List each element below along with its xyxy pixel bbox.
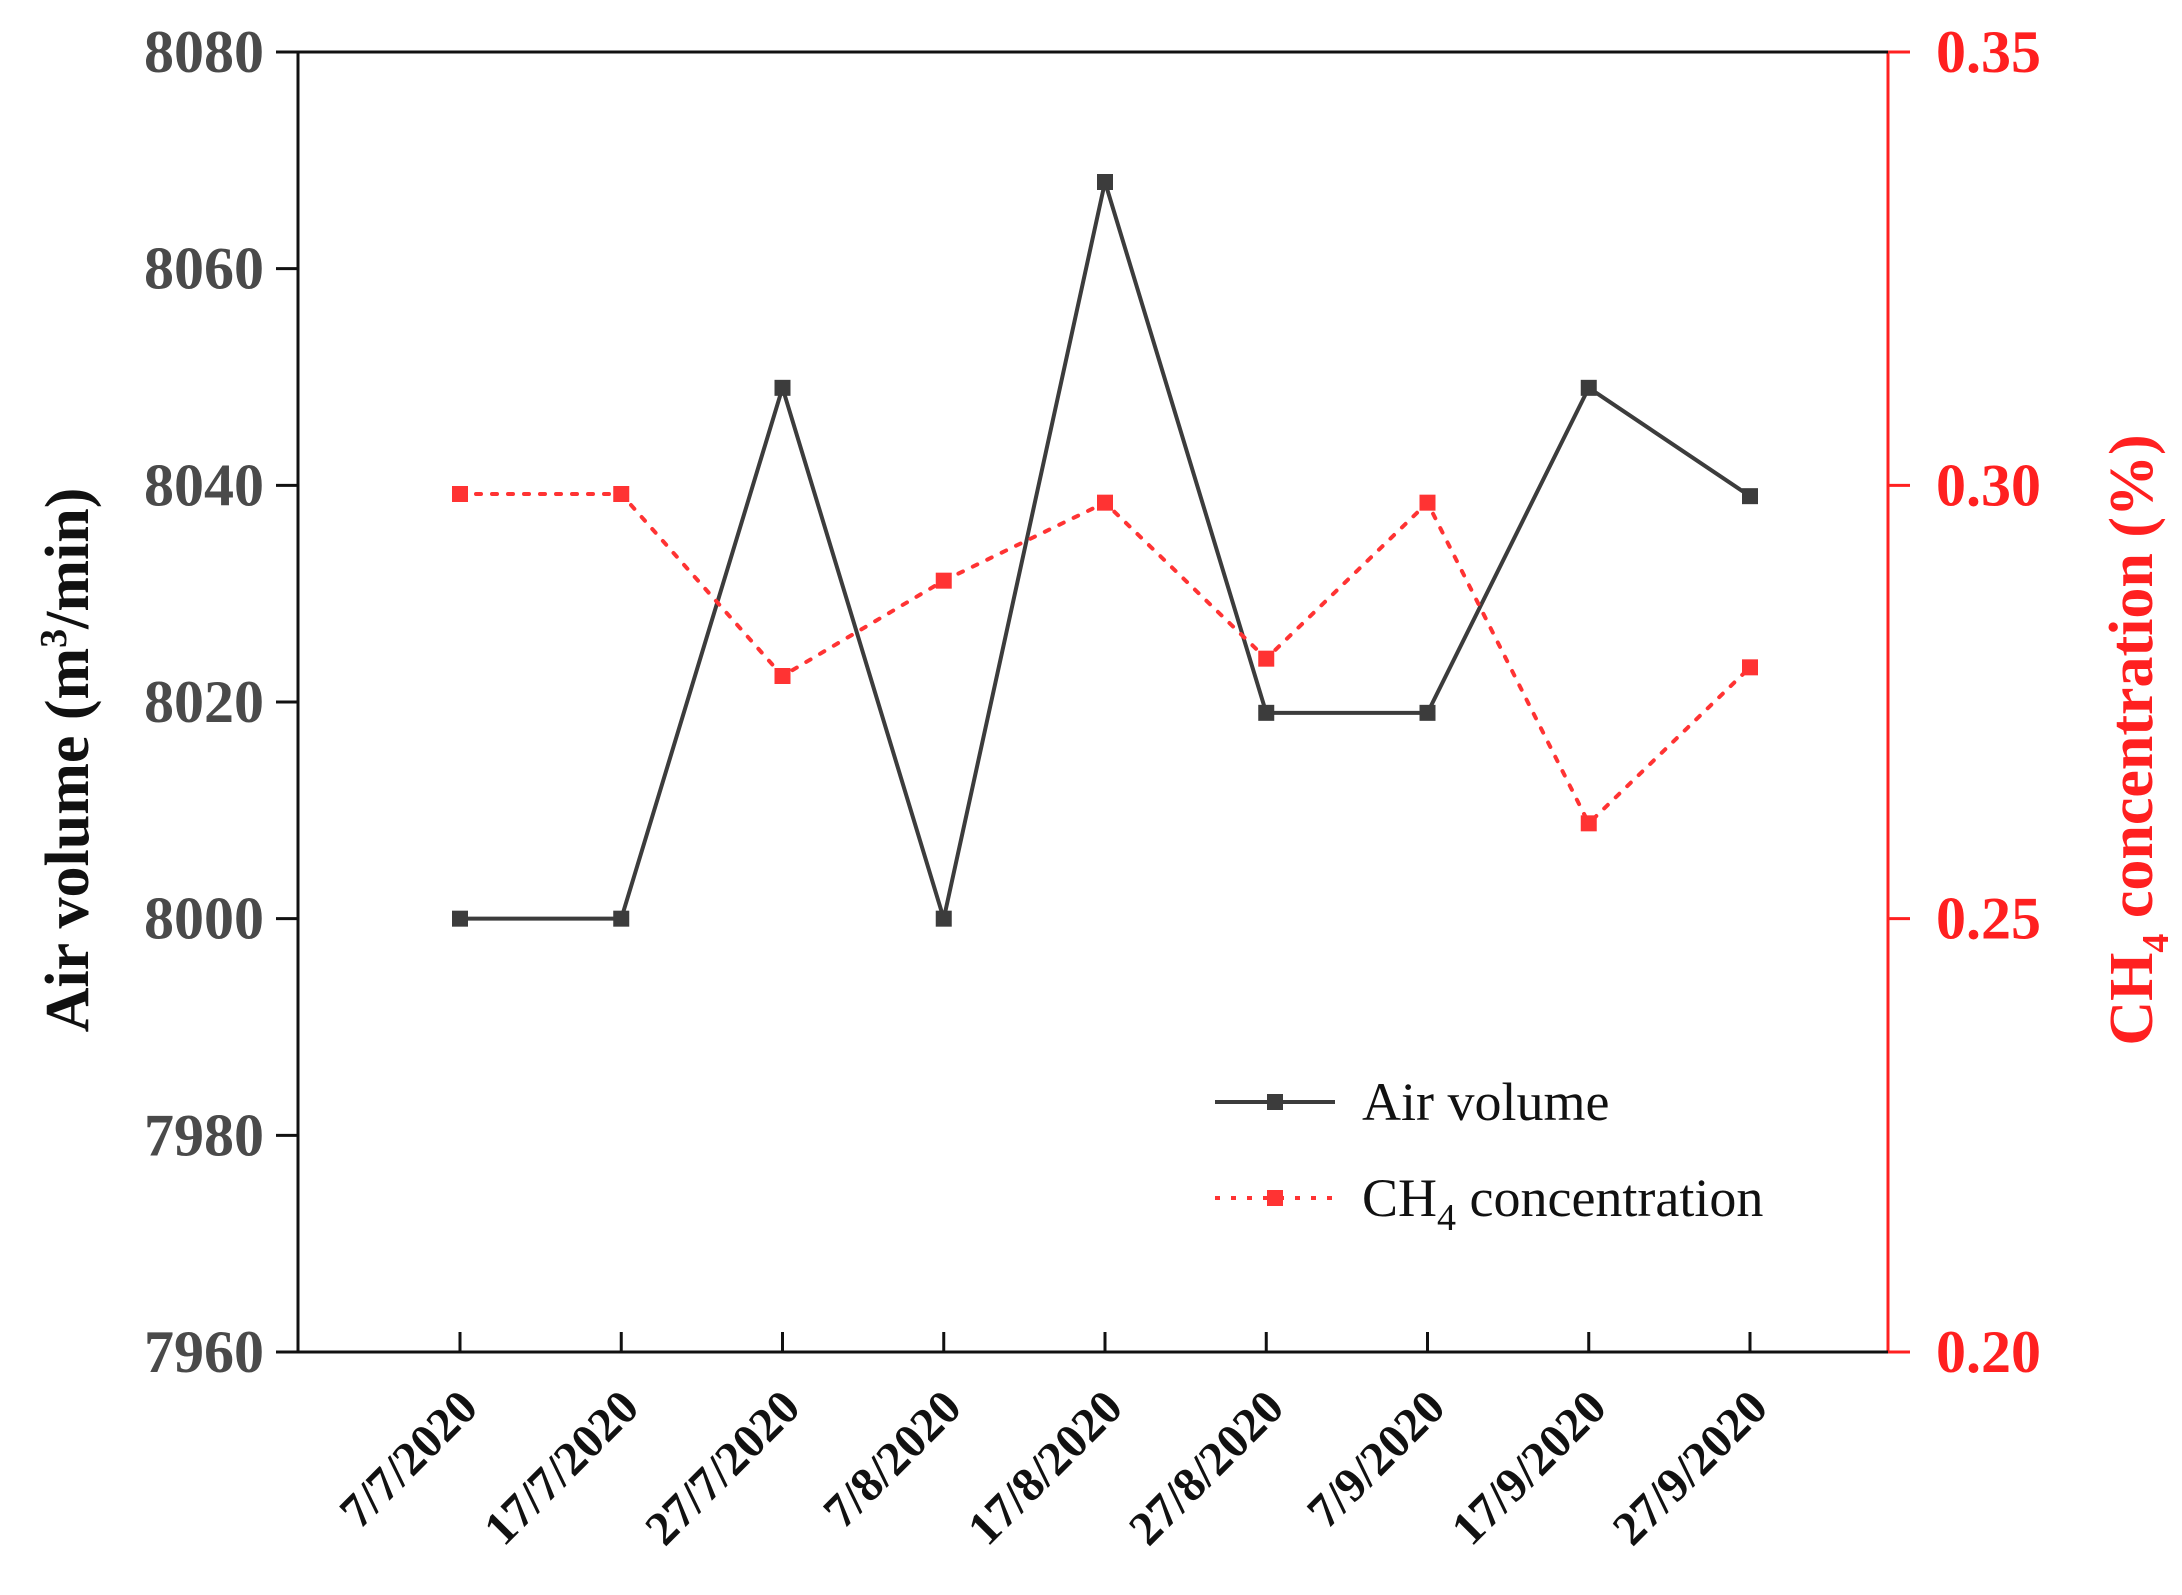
data-point-ch4 xyxy=(774,668,791,684)
x-tick-label: 7/8/2020 xyxy=(813,1380,971,1538)
data-point-ch4 xyxy=(1580,815,1597,832)
right-ticks: 0.20 0.25 0.30 0.35 xyxy=(1888,19,2041,1385)
legend-marker-ch4 xyxy=(1267,1190,1283,1206)
left-axis-title: Air volume (m3/min) xyxy=(33,488,102,1033)
x-tick-label: 17/9/2020 xyxy=(1441,1380,1616,1555)
series-line-ch4 xyxy=(458,492,1752,826)
left-tick-label: 8020 xyxy=(144,669,264,735)
right-axis-title: CH4 concentration (%) xyxy=(2098,434,2177,1045)
data-point-air-volume xyxy=(1580,379,1597,396)
right-tick-label: 0.35 xyxy=(1936,19,2041,85)
data-point-ch4 xyxy=(1258,650,1275,667)
series-line-air-volume xyxy=(460,180,1752,921)
data-point-air-volume xyxy=(613,910,630,927)
data-point-air-volume xyxy=(935,910,952,927)
series-layer xyxy=(452,174,1758,927)
left-tick-label: 8040 xyxy=(144,452,264,518)
x-tick-label: 7/9/2020 xyxy=(1297,1380,1455,1538)
left-tick-label: 8060 xyxy=(144,236,264,302)
left-tick-label: 8080 xyxy=(144,19,264,85)
data-point-ch4 xyxy=(613,486,630,502)
left-tick-label: 7980 xyxy=(144,1102,264,1168)
data-point-ch4 xyxy=(1419,494,1436,511)
left-tick-label: 8000 xyxy=(144,886,264,952)
left-ticks: 7960 7980 8000 8020 8040 8060 8080 xyxy=(144,19,298,1385)
x-tick-label: 27/9/2020 xyxy=(1603,1380,1778,1555)
left-tick-label: 7960 xyxy=(144,1319,264,1385)
data-point-air-volume xyxy=(1742,488,1758,505)
legend-marker-air-volume xyxy=(1267,1094,1283,1110)
right-tick-label: 0.30 xyxy=(1936,452,2041,518)
right-tick-label: 0.25 xyxy=(1936,886,2041,952)
data-point-ch4 xyxy=(935,572,952,589)
legend: Air volume CH4 concentration xyxy=(1215,1072,1763,1239)
data-point-air-volume xyxy=(1419,704,1436,721)
data-point-ch4 xyxy=(1742,659,1758,676)
legend-label-air-volume: Air volume xyxy=(1362,1072,1609,1132)
data-point-ch4 xyxy=(1097,494,1113,511)
axes-group xyxy=(296,50,1890,1354)
x-tick-label: 27/8/2020 xyxy=(1119,1380,1294,1555)
data-point-air-volume xyxy=(452,910,468,927)
legend-label-ch4: CH4 concentration xyxy=(1362,1168,1763,1239)
data-point-air-volume xyxy=(1097,174,1113,190)
x-tick-label: 17/7/2020 xyxy=(474,1380,649,1555)
x-tick-label: 17/8/2020 xyxy=(958,1380,1133,1555)
data-point-ch4 xyxy=(452,486,468,502)
right-tick-label: 0.20 xyxy=(1936,1319,2041,1385)
data-point-air-volume xyxy=(1258,704,1275,721)
x-tick-label: 7/7/2020 xyxy=(330,1380,488,1538)
data-point-air-volume xyxy=(774,379,791,396)
x-tick-label: 27/7/2020 xyxy=(635,1380,810,1555)
